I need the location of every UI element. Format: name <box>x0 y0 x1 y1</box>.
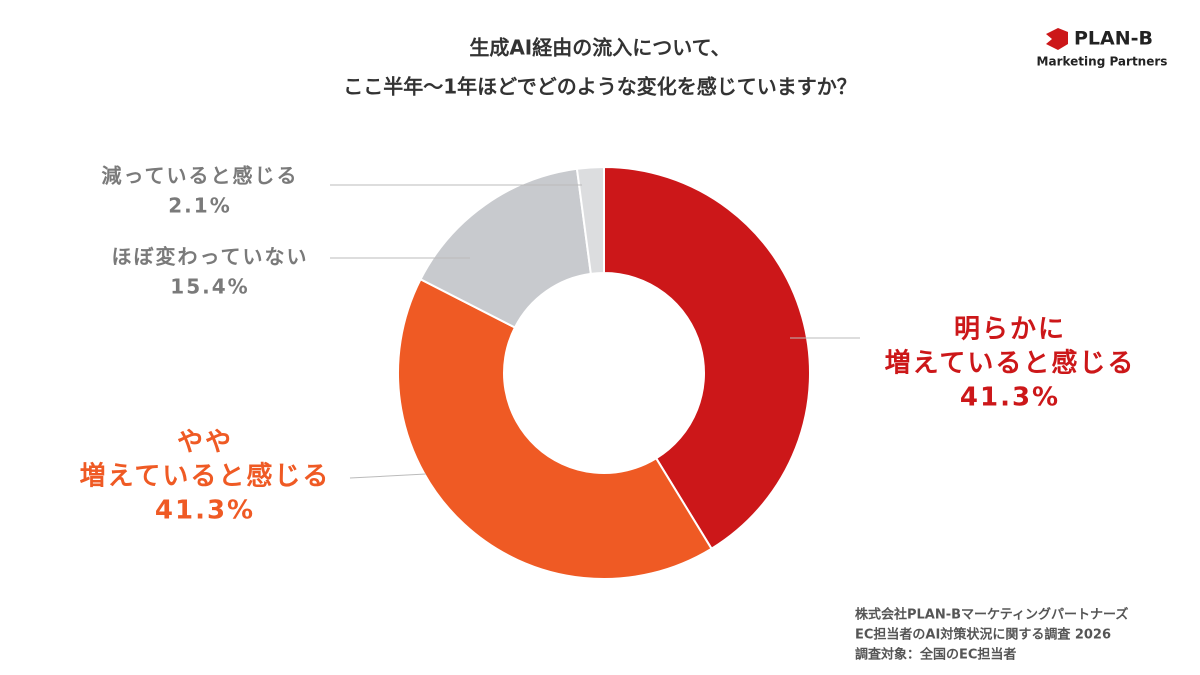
category-label: 明らかに <box>954 315 1066 345</box>
leader-line <box>349 473 427 479</box>
source-text: EC担当者のAI対策状況に関する調査 2026 <box>855 627 1111 643</box>
logo-name: PLAN-B <box>1074 28 1153 50</box>
donut-segment <box>397 277 713 580</box>
value-label: 2.1% <box>168 194 231 218</box>
logo-icon <box>1046 28 1068 50</box>
donut-segment <box>419 167 592 329</box>
source-text: 株式会社PLAN-Bマーケティングパートナーズ <box>855 607 1128 623</box>
category-label: やや <box>177 428 233 458</box>
value-label: 41.3% <box>960 383 1060 413</box>
chart-title: ここ半年〜1年ほどでどのような変化を感じていますか？ <box>343 75 857 99</box>
source-text: 調査対象：全国のEC担当者 <box>855 647 1016 663</box>
category-label: ほぼ変わっていない <box>112 245 309 269</box>
donut-segment <box>603 165 811 551</box>
category-label: 増えていると感じる <box>885 349 1136 379</box>
chart-title: 生成AI経由の流入について、 <box>469 36 730 60</box>
category-label: 減っていると感じる <box>102 164 299 188</box>
category-label: 増えていると感じる <box>80 462 331 492</box>
logo-tagline: Marketing Partners <box>1037 55 1168 69</box>
value-label: 15.4% <box>170 275 249 299</box>
donut-segment <box>575 165 605 275</box>
value-label: 41.3% <box>155 496 255 526</box>
